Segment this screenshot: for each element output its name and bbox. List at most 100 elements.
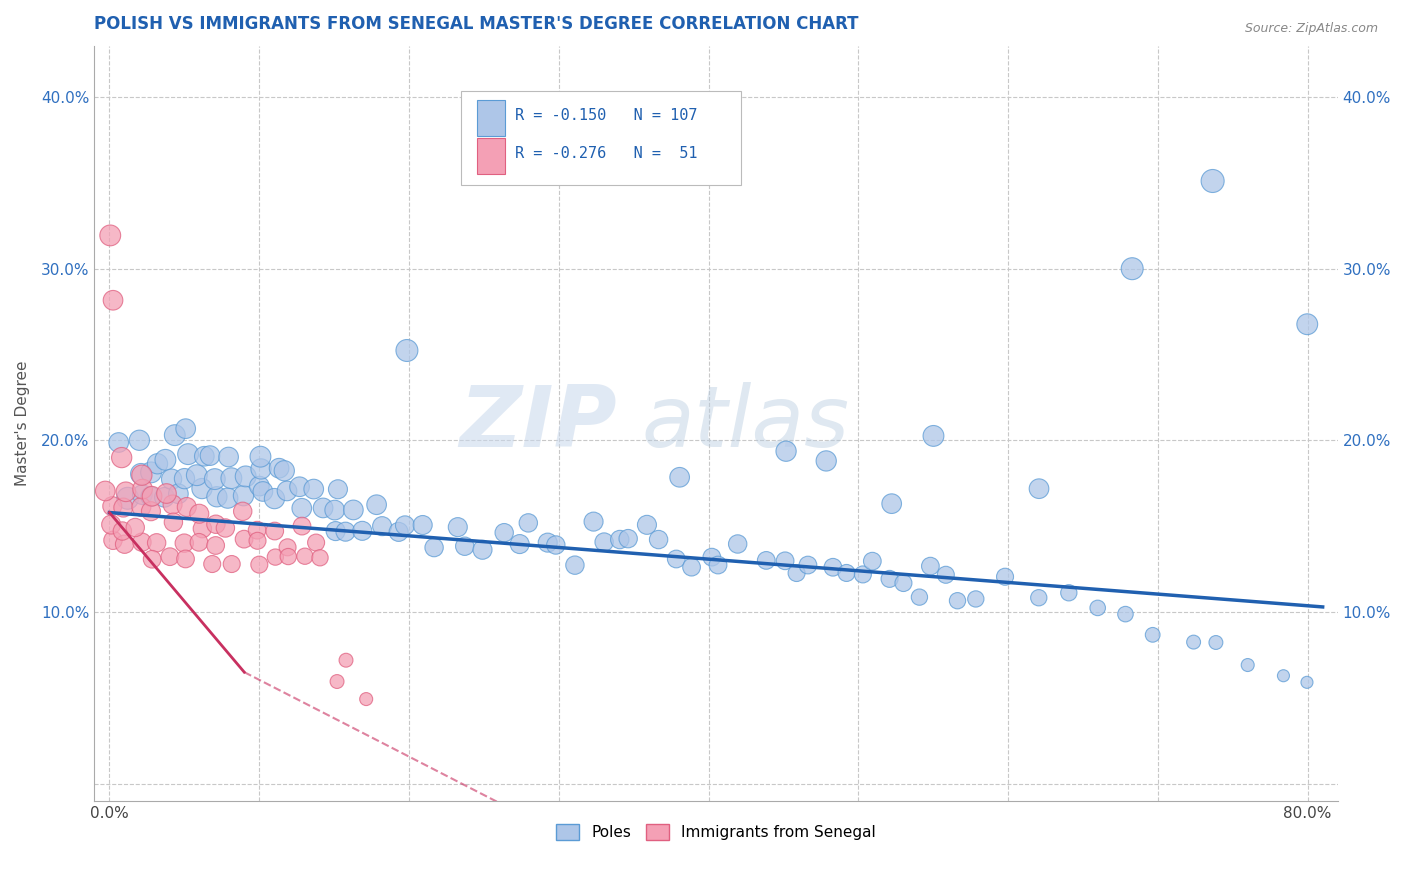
Point [160,472,183,486]
Point [246,523,269,537]
Point [1057,586,1080,600]
Point [509,537,531,551]
Point [366,498,388,512]
Point [128,434,150,448]
Point [454,539,477,553]
Point [204,472,226,486]
Point [111,524,134,538]
Point [246,533,269,548]
Point [139,490,162,504]
Point [1114,607,1136,621]
Point [755,553,778,567]
Point [342,503,364,517]
Point [193,449,215,463]
Point [191,522,214,536]
Point [994,570,1017,584]
Text: Source: ZipAtlas.com: Source: ZipAtlas.com [1244,22,1378,36]
Point [835,566,858,580]
Point [668,470,690,484]
Point [517,516,540,530]
Point [276,483,298,498]
Point [247,558,270,572]
Point [273,464,295,478]
Point [727,537,749,551]
Point [773,554,796,568]
Point [235,469,257,483]
Point [167,487,190,501]
Point [232,504,254,518]
Text: R = -0.276   N =  51: R = -0.276 N = 51 [515,146,697,161]
Point [920,559,942,574]
Legend: Poles, Immigrants from Senegal: Poles, Immigrants from Senegal [550,818,882,847]
Point [114,537,136,551]
Point [291,519,314,533]
Bar [478,137,505,174]
Point [309,550,332,565]
Point [277,541,299,555]
Point [352,524,374,538]
Point [1142,628,1164,642]
Y-axis label: Master's Degree: Master's Degree [15,360,30,486]
Point [98,228,121,243]
Point [101,533,124,548]
Point [647,533,669,547]
Point [447,520,470,534]
Point [217,491,239,505]
Point [665,552,688,566]
Point [155,453,177,467]
Point [935,567,957,582]
Point [879,572,901,586]
Point [922,429,945,443]
Bar [478,100,505,136]
Point [250,462,273,476]
Point [139,504,162,518]
Point [617,532,640,546]
Point [609,533,631,547]
Point [112,500,135,515]
Point [263,524,285,538]
Point [860,554,883,568]
Point [232,489,254,503]
Point [423,541,446,555]
Point [821,560,844,574]
Point [294,549,316,564]
Point [302,482,325,496]
Point [946,593,969,607]
Point [141,552,163,566]
Point [100,517,122,532]
Point [252,484,274,499]
Point [707,558,730,572]
FancyBboxPatch shape [461,91,741,186]
Point [325,524,347,538]
Point [700,550,723,565]
Point [1205,635,1227,649]
Point [162,515,184,529]
Point [191,482,214,496]
Point [908,590,931,604]
Point [162,498,184,512]
Point [786,566,808,580]
Point [176,500,198,514]
Point [1296,675,1319,690]
Point [388,524,411,539]
Point [880,497,903,511]
Point [291,501,314,516]
Point [326,674,349,689]
Point [1087,601,1109,615]
Text: POLISH VS IMMIGRANTS FROM SENEGAL MASTER'S DEGREE CORRELATION CHART: POLISH VS IMMIGRANTS FROM SENEGAL MASTER… [94,15,859,33]
Point [247,479,270,493]
Point [131,482,153,496]
Point [1272,669,1295,683]
Point [544,538,567,552]
Point [174,552,197,566]
Point [139,466,162,480]
Point [354,692,377,706]
Point [323,503,346,517]
Point [893,576,915,591]
Point [1201,174,1223,188]
Point [371,519,394,533]
Point [1028,482,1050,496]
Point [681,560,703,574]
Point [775,444,797,458]
Point [852,567,875,582]
